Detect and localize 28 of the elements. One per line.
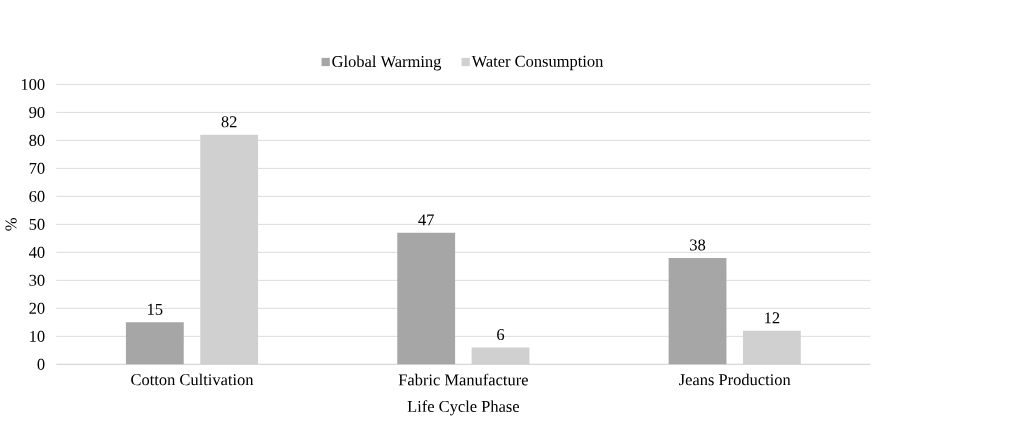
legend-label: Global Warming xyxy=(332,55,442,71)
bar xyxy=(668,257,727,365)
y-tick-label: 10 xyxy=(30,330,45,342)
data-label: 15 xyxy=(148,303,163,315)
data-label: 12 xyxy=(765,312,780,324)
data-label: 38 xyxy=(690,239,706,251)
x-tick-label: Cotton Cultivation xyxy=(131,373,254,386)
bar xyxy=(471,347,530,365)
y-tick-label: 90 xyxy=(29,106,45,118)
x-axis-title: Life Cycle Phase xyxy=(407,400,520,416)
bar xyxy=(125,322,184,365)
y-tick-label: 50 xyxy=(29,218,45,230)
data-label: 82 xyxy=(221,116,237,128)
y-tick-label: 60 xyxy=(29,190,45,202)
y-tick-label: 80 xyxy=(29,134,45,146)
y-tick-label: 100 xyxy=(21,78,45,90)
legend-label: Water Consumption xyxy=(471,55,604,71)
y-tick-label: 30 xyxy=(29,274,45,286)
y-tick-label: 70 xyxy=(29,162,45,174)
bar xyxy=(397,232,456,365)
y-tick-label: 20 xyxy=(29,302,45,314)
data-label: 47 xyxy=(418,214,434,226)
y-tick-label: 40 xyxy=(29,246,45,258)
y-axis-title: % xyxy=(5,218,17,231)
x-tick-label: Jeans Production xyxy=(679,373,791,386)
data-label: 6 xyxy=(497,328,505,340)
x-tick-label: Fabric Manufacture xyxy=(398,373,528,386)
y-tick-label: 0 xyxy=(37,358,45,370)
